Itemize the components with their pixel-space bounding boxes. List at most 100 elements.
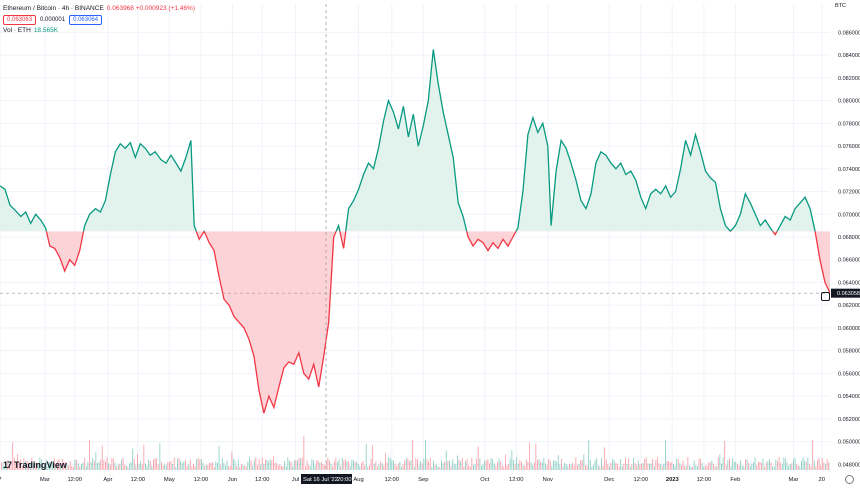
volume-bar [733, 461, 735, 470]
volume-bar [157, 464, 159, 470]
volume-bar [356, 461, 358, 470]
time-tick-label: 12:00 [509, 477, 524, 483]
symbol-title[interactable]: Ethereum / Bitcoin · 4h · BINANCE [3, 4, 104, 12]
volume-bar [389, 457, 391, 470]
volume-bar [426, 458, 428, 470]
volume-bar [463, 466, 465, 470]
volume-bar [351, 459, 353, 470]
volume-bar [687, 457, 689, 470]
volume-bar [469, 466, 471, 470]
volume-bar [570, 464, 572, 470]
volume-bar [489, 463, 490, 470]
time-tick-label: 2023 [666, 477, 680, 483]
volume-bar [140, 460, 142, 470]
volume-bar [15, 461, 17, 470]
price-tick-label: 0.072000 [838, 190, 860, 196]
volume-bar [338, 459, 340, 470]
volume-bar [634, 462, 636, 470]
crosshair [0, 4, 830, 470]
volume-bar [717, 457, 719, 470]
time-tick-label: 7 [0, 477, 2, 483]
volume-bar [137, 454, 138, 470]
volume-bar [828, 462, 830, 470]
time-tick-label: Aug [353, 477, 363, 483]
price-line-toggle-icon[interactable] [821, 292, 830, 301]
price-tick-label: 0.058000 [838, 349, 860, 355]
volume-bar [293, 460, 295, 470]
volume-bar [681, 465, 682, 470]
bid-price[interactable]: 0.063063 [3, 14, 37, 25]
volume-bar [116, 466, 118, 470]
volume-bar [665, 440, 666, 470]
volume-bar [151, 465, 153, 470]
volume-bar [172, 463, 174, 470]
volume-bar [380, 461, 382, 470]
volume-bar [77, 463, 79, 470]
volume-bar [721, 463, 722, 470]
volume-label[interactable]: Vol · ETH [3, 26, 31, 34]
volume-bar [81, 463, 82, 470]
volume-bar [391, 460, 393, 470]
volume-bar [468, 465, 470, 470]
price-unit-label[interactable]: BTC [835, 3, 846, 9]
time-tick-label: Oct [480, 477, 489, 483]
volume-bar [508, 463, 510, 470]
volume-bar [557, 454, 559, 470]
volume-bar [330, 463, 332, 470]
volume-bar [466, 458, 468, 470]
volume-bar [399, 461, 401, 470]
volume-bar [50, 462, 52, 470]
volume-bar [487, 459, 489, 470]
volume-bar [709, 462, 711, 470]
volume-bar [213, 466, 215, 470]
volume-bar [281, 465, 282, 470]
volume-bar [25, 460, 26, 470]
volume-bar [821, 458, 823, 470]
volume-bar [175, 466, 177, 470]
volume-bar [84, 457, 86, 470]
volume-bar [33, 462, 34, 470]
volume-bar [533, 462, 535, 470]
volume-bar [129, 463, 130, 470]
volume-bar [756, 465, 758, 470]
volume-bar [420, 460, 422, 470]
volume-bar [421, 463, 423, 470]
volume-bar [596, 458, 598, 470]
volume-bar [394, 463, 396, 470]
volume-bar [9, 464, 10, 470]
volume-bar [271, 460, 273, 470]
volume-bar [55, 465, 57, 470]
volume-bar [279, 464, 281, 470]
time-axis[interactable]: 7 Mar 12:00 Apr 12:00 May 12:00 Jun 12:00 Jul Aug 1… [0, 470, 830, 488]
price-tick-label: 0.082000 [838, 76, 860, 82]
time-tick-label: Feb [730, 477, 740, 483]
volume-bar [713, 463, 714, 470]
volume-bar [66, 464, 68, 470]
volume-bar [53, 458, 55, 470]
gear-icon[interactable] [845, 475, 854, 484]
volume-bar [714, 466, 716, 470]
volume-bar [567, 465, 569, 470]
volume-bar [652, 458, 654, 470]
volume-bar [597, 465, 599, 470]
volume-bar [162, 465, 164, 470]
volume-bar [666, 461, 668, 470]
volume-bar [401, 466, 402, 470]
volume-bar [127, 466, 129, 470]
volume-bar [444, 461, 446, 470]
volume-bar [810, 466, 812, 470]
ask-price[interactable]: 0.063064 [69, 14, 103, 25]
volume-bar [537, 459, 538, 470]
time-tick-label: 12:00 [255, 477, 270, 483]
price-axis[interactable]: 0.086000 0.084000 0.082000 0.080000 0.078000… [830, 0, 860, 488]
volume-bar [609, 466, 610, 470]
volume-bar [229, 466, 231, 470]
volume-bar [639, 464, 641, 470]
volume-bar [738, 465, 740, 470]
volume-bar [663, 463, 665, 470]
tradingview-logo[interactable]: 17 TradingView [3, 460, 67, 470]
volume-bar [247, 461, 249, 470]
price-tick-label: 0.064000 [838, 280, 860, 286]
volume-bar [692, 466, 694, 470]
